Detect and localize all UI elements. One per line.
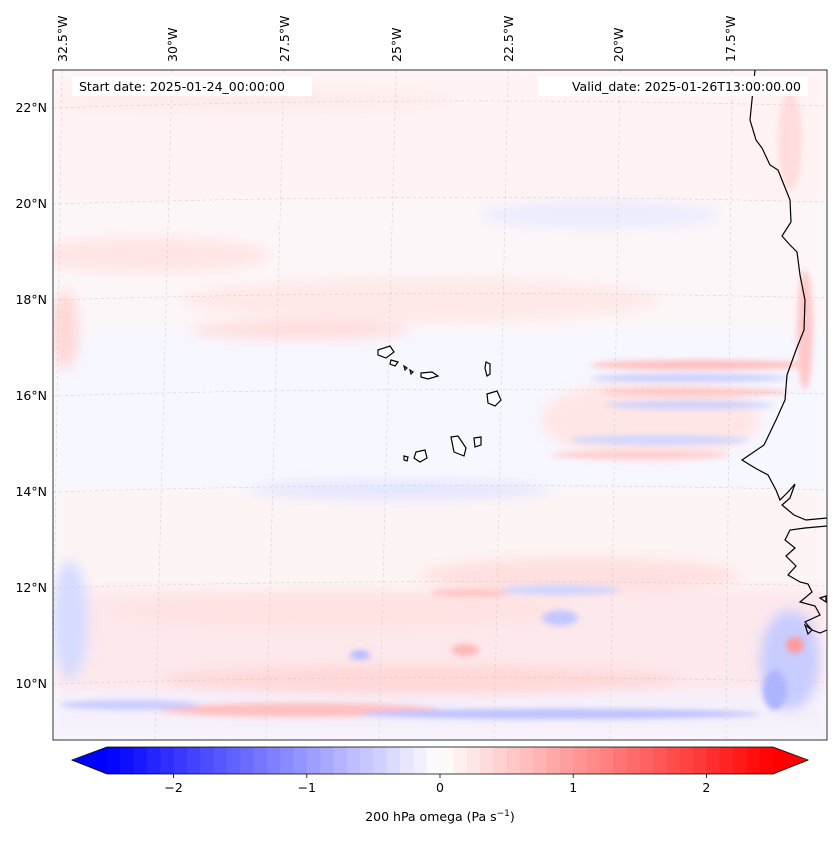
lat-label: 22°N	[15, 100, 47, 115]
colorbar-cell	[719, 747, 734, 774]
colorbar-cell	[653, 747, 668, 774]
colorbar-cell	[706, 747, 721, 774]
colorbar-cell	[599, 747, 614, 774]
colorbar-cell	[320, 747, 335, 774]
colorbar-cell	[559, 747, 574, 774]
colorbar-cell	[306, 747, 321, 774]
start-date-box	[72, 76, 312, 96]
colorbar-cell	[733, 747, 747, 774]
lon-label: 17.5°W	[723, 16, 738, 62]
lat-label: 14°N	[15, 484, 47, 499]
colorbar-cell	[453, 747, 468, 774]
valid-date-box	[538, 76, 808, 96]
start-date-label: Start date: 2025-01-24_00:00:00	[79, 79, 285, 94]
valid-date-label: Valid_date: 2025-01-26T13:00:00.00	[572, 79, 801, 94]
colorbar-cell	[240, 747, 255, 774]
colorbar-cell	[519, 747, 534, 774]
colorbar-cell	[400, 747, 414, 774]
colorbar-cell	[107, 747, 121, 774]
colorbar-cell	[213, 747, 228, 774]
colorbar-cell	[693, 747, 707, 774]
colorbar-cell	[639, 747, 654, 774]
colorbar-cell	[533, 747, 548, 774]
colorbar: −2 −1 0 1 2 200 hPa omega (Pa s−1)	[70, 746, 810, 824]
colorbar-label: 200 hPa omega (Pa s−1)	[365, 809, 515, 824]
colorbar-cell	[346, 747, 361, 774]
colorbar-cells	[72, 747, 808, 774]
colorbar-cell	[120, 747, 135, 774]
colorbar-cell	[160, 747, 175, 774]
colorbar-cell	[360, 747, 374, 774]
colorbar-cell	[493, 747, 508, 774]
colorbar-cell	[426, 747, 441, 774]
colorbar-cell	[200, 747, 215, 774]
colorbar-ticks: −2 −1 0 1 2	[164, 774, 710, 795]
colorbar-tick-label: −1	[298, 780, 316, 795]
colorbar-cell	[440, 747, 454, 774]
map-panel: Start date: 2025-01-24_00:00:00 Valid_da…	[52, 69, 828, 741]
colorbar-cell	[226, 747, 241, 774]
colorbar-cell	[479, 747, 494, 774]
lon-label: 30°W	[165, 27, 180, 62]
colorbar-cell	[466, 747, 481, 774]
lat-label: 18°N	[15, 292, 47, 307]
colorbar-cell	[333, 747, 348, 774]
colorbar-cell	[413, 747, 428, 774]
lat-label: 10°N	[15, 676, 47, 691]
cape-verde-islands	[377, 345, 502, 463]
lon-label: 32.5°W	[55, 16, 70, 62]
colorbar-outline	[70, 746, 810, 775]
colorbar-cell	[280, 747, 295, 774]
colorbar-tick-label: 1	[569, 780, 577, 795]
colorbar-cell	[626, 747, 641, 774]
lon-label: 25°W	[389, 27, 404, 62]
lat-label: 12°N	[15, 580, 47, 595]
colorbar-cell	[666, 747, 681, 774]
colorbar-cell	[186, 747, 201, 774]
longitude-labels: 32.5°W 30°W 27.5°W 25°W 22.5°W 20°W 17.5…	[55, 16, 738, 62]
omega-field	[53, 70, 827, 740]
colorbar-cell	[146, 747, 161, 774]
colorbar-cell	[613, 747, 628, 774]
colorbar-cell	[133, 747, 148, 774]
colorbar-cell	[759, 747, 774, 774]
colorbar-cell	[573, 747, 588, 774]
colorbar-tick-label: 0	[436, 780, 444, 795]
colorbar-cell	[586, 747, 601, 774]
colorbar-tick-label: 2	[702, 780, 710, 795]
colorbar-cell	[546, 747, 561, 774]
lon-label: 27.5°W	[277, 16, 292, 62]
colorbar-cell	[266, 747, 281, 774]
coastline	[740, 70, 827, 636]
colorbar-cell	[293, 747, 308, 774]
lon-label: 20°W	[611, 27, 626, 62]
colorbar-cell	[173, 747, 188, 774]
colorbar-cell	[386, 747, 401, 774]
colorbar-cell	[746, 747, 761, 774]
lat-label: 16°N	[15, 388, 47, 403]
colorbar-extend-max	[773, 747, 808, 774]
graticule	[53, 70, 827, 740]
lon-label: 22.5°W	[501, 16, 516, 62]
colorbar-cell	[253, 747, 268, 774]
latitude-labels: 22°N 20°N 18°N 16°N 14°N 12°N 10°N	[15, 100, 47, 691]
colorbar-cell	[679, 747, 694, 774]
colorbar-extend-min	[72, 747, 107, 774]
colorbar-tick-label: −2	[164, 780, 182, 795]
colorbar-cell	[506, 747, 521, 774]
colorbar-cell	[373, 747, 388, 774]
lat-label: 20°N	[15, 196, 47, 211]
